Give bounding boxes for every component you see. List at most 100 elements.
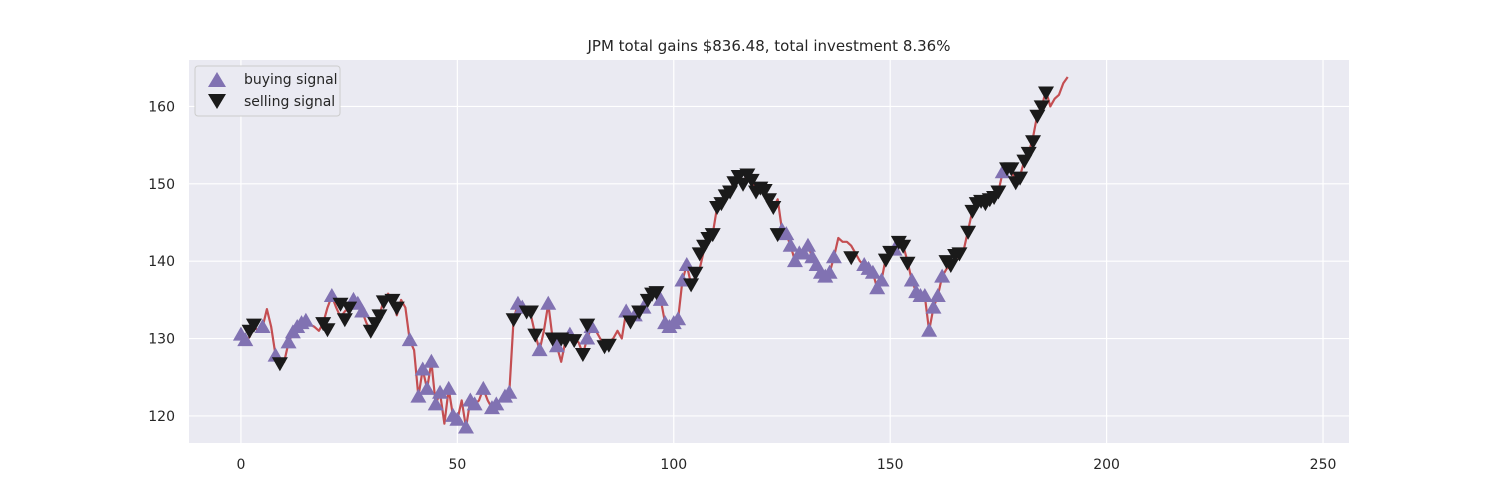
buy-signal-marker <box>670 311 687 326</box>
y-tick-label: 130 <box>148 332 175 348</box>
sell-signal-marker <box>522 305 539 320</box>
sell-signal-marker <box>895 239 912 254</box>
axis-tick-labels: 0 50 100 150 200 250 120 130 140 150 160 <box>148 99 1336 473</box>
sell-signal-marker <box>388 301 405 316</box>
grid-lines <box>189 60 1349 443</box>
sell-markers <box>241 86 1055 372</box>
buy-signal-marker <box>864 264 881 279</box>
sell-signal-marker <box>245 318 262 333</box>
buy-signal-marker <box>410 388 427 403</box>
sell-signal-marker <box>332 297 349 312</box>
x-tick-label: 150 <box>877 457 904 473</box>
buy-signal-marker <box>782 237 799 252</box>
sell-signal-marker <box>336 313 353 328</box>
buy-signal-marker <box>916 287 933 302</box>
buy-signal-marker <box>540 295 557 310</box>
sell-signal-marker <box>951 247 968 262</box>
sell-signal-marker <box>566 334 583 349</box>
buy-signal-marker <box>237 332 254 347</box>
sell-signal-marker <box>743 173 760 188</box>
buy-signal-marker <box>652 291 669 306</box>
buy-signal-marker <box>488 396 505 411</box>
sell-signal-marker <box>761 193 777 208</box>
sell-signal-marker <box>756 183 773 198</box>
buy-signal-marker <box>825 249 842 264</box>
buy-signal-marker <box>466 396 483 411</box>
sell-signal-marker <box>631 305 648 320</box>
legend-buy-label: buying signal <box>244 72 338 88</box>
buy-signal-marker <box>929 287 946 302</box>
x-tick-label: 250 <box>1310 457 1337 473</box>
y-tick-label: 140 <box>148 254 175 270</box>
buy-signal-marker <box>921 322 938 337</box>
buy-signal-marker <box>618 303 635 318</box>
buy-signal-marker <box>354 303 371 318</box>
buy-signal-marker <box>873 272 890 287</box>
buy-signal-marker <box>458 419 475 434</box>
y-tick-label: 150 <box>148 177 175 193</box>
sell-signal-marker <box>527 328 544 343</box>
buy-signal-marker <box>903 272 920 287</box>
buy-signal-marker <box>419 380 436 395</box>
sell-signal-marker <box>648 286 665 301</box>
sell-signal-marker <box>769 228 786 243</box>
buy-signal-marker <box>475 380 492 395</box>
chart-title: JPM total gains $836.48, total investmen… <box>587 37 951 55</box>
buy-signal-marker <box>925 299 942 314</box>
buy-signal-marker <box>449 411 466 426</box>
plot-background <box>189 60 1349 443</box>
sell-signal-marker <box>371 309 388 324</box>
x-tick-label: 0 <box>236 457 245 473</box>
y-tick-label: 160 <box>148 99 175 115</box>
legend-box <box>194 65 341 117</box>
sell-signal-marker <box>960 225 977 240</box>
sell-signal-marker <box>882 245 899 260</box>
buy-signal-marker <box>869 280 886 295</box>
buy-signal-marker <box>427 396 444 411</box>
sell-signal-marker <box>687 266 704 281</box>
sell-signal-marker <box>384 293 401 308</box>
sell-signal-marker <box>1012 171 1029 186</box>
sell-signal-marker <box>1038 86 1055 101</box>
sell-signal-marker <box>574 348 591 363</box>
sell-signal-marker <box>579 318 596 333</box>
legend-sell-label: selling signal <box>244 94 335 110</box>
sell-signal-marker <box>600 338 617 353</box>
sell-signal-marker <box>704 228 721 243</box>
buy-signal-marker <box>414 361 431 376</box>
sell-signal-marker <box>899 256 916 271</box>
sell-signal-marker <box>1020 146 1037 161</box>
buy-signal-marker <box>440 380 457 395</box>
buy-signal-marker <box>280 334 297 349</box>
legend-sell-marker <box>208 94 226 109</box>
buy-signal-marker <box>795 245 812 260</box>
sell-signal-marker <box>505 313 522 328</box>
buy-signal-marker <box>799 237 816 252</box>
x-tick-label: 50 <box>448 457 466 473</box>
buy-signal-marker <box>401 332 418 347</box>
buy-signal-marker <box>778 226 795 241</box>
buy-signal-marker <box>432 384 449 399</box>
sell-signal-marker <box>341 301 358 316</box>
buy-signal-marker <box>297 312 314 327</box>
buy-signal-marker <box>548 338 565 353</box>
sell-signal-marker <box>1025 135 1042 150</box>
buy-signal-marker <box>821 264 838 279</box>
sell-signal-marker <box>1003 162 1020 177</box>
sell-signal-marker <box>990 185 1007 200</box>
sell-signal-marker <box>319 323 336 338</box>
buy-markers <box>232 164 1011 434</box>
x-tick-label: 200 <box>1093 457 1120 473</box>
buy-signal-marker <box>934 268 951 283</box>
sell-signal-marker <box>1033 100 1050 115</box>
sell-signal-marker <box>765 201 782 216</box>
buy-signal-marker <box>531 342 548 357</box>
legend: buying signal selling signal <box>194 65 341 117</box>
sell-signal-marker <box>843 251 860 266</box>
buy-signal-marker <box>786 253 803 268</box>
sell-signal-marker <box>683 278 700 293</box>
buy-signal-marker <box>423 353 440 368</box>
buy-signal-marker <box>579 330 596 345</box>
sell-signal-marker <box>942 259 959 274</box>
